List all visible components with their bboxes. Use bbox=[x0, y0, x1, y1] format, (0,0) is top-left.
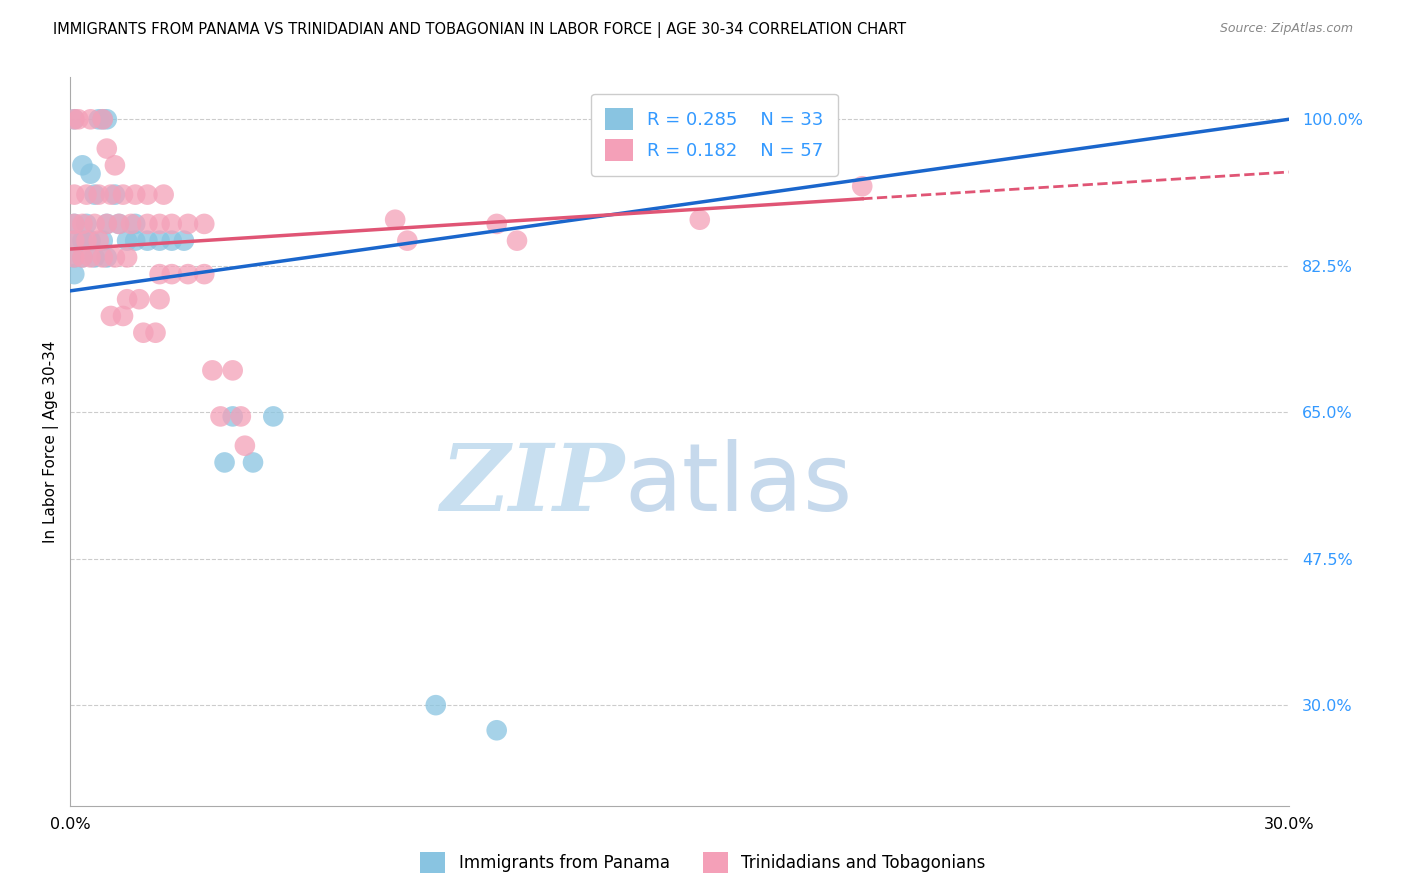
Point bbox=[384, 212, 406, 227]
Point bbox=[104, 187, 127, 202]
Point bbox=[67, 112, 90, 127]
Point bbox=[96, 142, 118, 156]
Point bbox=[851, 179, 873, 194]
Point bbox=[149, 267, 172, 281]
Point bbox=[63, 251, 86, 265]
Point bbox=[201, 363, 224, 377]
Point bbox=[108, 217, 131, 231]
Point bbox=[63, 251, 86, 265]
Point bbox=[233, 439, 256, 453]
Point bbox=[83, 251, 105, 265]
Point bbox=[100, 187, 122, 202]
Point bbox=[83, 187, 105, 202]
Point bbox=[91, 112, 114, 127]
Point bbox=[72, 251, 94, 265]
Point bbox=[485, 723, 508, 738]
Point bbox=[63, 112, 86, 127]
Point bbox=[72, 251, 94, 265]
Point bbox=[115, 234, 138, 248]
Text: atlas: atlas bbox=[624, 439, 853, 532]
Point bbox=[63, 217, 86, 231]
Point bbox=[506, 234, 529, 248]
Point bbox=[100, 309, 122, 323]
Point bbox=[128, 292, 150, 306]
Point bbox=[160, 234, 183, 248]
Text: IMMIGRANTS FROM PANAMA VS TRINIDADIAN AND TOBAGONIAN IN LABOR FORCE | AGE 30-34 : IMMIGRANTS FROM PANAMA VS TRINIDADIAN AN… bbox=[53, 22, 907, 38]
Point bbox=[136, 234, 159, 248]
Point bbox=[136, 217, 159, 231]
Point bbox=[193, 267, 215, 281]
Point bbox=[87, 234, 110, 248]
Point bbox=[221, 363, 243, 377]
Point bbox=[115, 292, 138, 306]
Point bbox=[152, 187, 174, 202]
Text: Source: ZipAtlas.com: Source: ZipAtlas.com bbox=[1219, 22, 1353, 36]
Point bbox=[193, 217, 215, 231]
Point bbox=[63, 234, 86, 248]
Point bbox=[76, 234, 98, 248]
Point bbox=[115, 251, 138, 265]
Point bbox=[79, 234, 101, 248]
Point bbox=[262, 409, 284, 424]
Point bbox=[96, 217, 118, 231]
Point bbox=[96, 251, 118, 265]
Point bbox=[91, 112, 114, 127]
Point bbox=[79, 167, 101, 181]
Point bbox=[485, 217, 508, 231]
Legend: Immigrants from Panama, Trinidadians and Tobagonians: Immigrants from Panama, Trinidadians and… bbox=[413, 846, 993, 880]
Point bbox=[91, 234, 114, 248]
Point bbox=[112, 309, 135, 323]
Point bbox=[124, 217, 146, 231]
Point bbox=[79, 112, 101, 127]
Point bbox=[108, 217, 131, 231]
Point bbox=[83, 217, 105, 231]
Point bbox=[79, 251, 101, 265]
Point bbox=[214, 455, 236, 469]
Point bbox=[72, 217, 94, 231]
Point bbox=[63, 217, 86, 231]
Point bbox=[91, 251, 114, 265]
Point bbox=[87, 187, 110, 202]
Point bbox=[177, 217, 200, 231]
Point bbox=[112, 187, 135, 202]
Point bbox=[72, 234, 94, 248]
Point bbox=[96, 217, 118, 231]
Point bbox=[87, 112, 110, 127]
Point bbox=[120, 217, 142, 231]
Point bbox=[76, 187, 98, 202]
Point bbox=[149, 292, 172, 306]
Point bbox=[177, 267, 200, 281]
Point bbox=[689, 212, 711, 227]
Point bbox=[425, 698, 447, 713]
Point bbox=[124, 187, 146, 202]
Point bbox=[221, 409, 243, 424]
Point bbox=[160, 267, 183, 281]
Point bbox=[136, 187, 159, 202]
Point bbox=[396, 234, 419, 248]
Point bbox=[145, 326, 167, 340]
Point bbox=[104, 251, 127, 265]
Point bbox=[242, 455, 264, 469]
Point bbox=[96, 112, 118, 127]
Point bbox=[104, 158, 127, 172]
Point bbox=[160, 217, 183, 231]
Point bbox=[173, 234, 195, 248]
Point bbox=[63, 267, 86, 281]
Point bbox=[72, 158, 94, 172]
Point bbox=[132, 326, 155, 340]
Point bbox=[149, 234, 172, 248]
Y-axis label: In Labor Force | Age 30-34: In Labor Force | Age 30-34 bbox=[44, 340, 59, 542]
Point bbox=[124, 234, 146, 248]
Text: ZIP: ZIP bbox=[440, 441, 624, 530]
Point bbox=[63, 112, 86, 127]
Point bbox=[209, 409, 232, 424]
Point bbox=[76, 217, 98, 231]
Point bbox=[63, 234, 86, 248]
Point bbox=[229, 409, 252, 424]
Legend: R = 0.285    N = 33, R = 0.182    N = 57: R = 0.285 N = 33, R = 0.182 N = 57 bbox=[591, 94, 838, 176]
Point bbox=[149, 217, 172, 231]
Point bbox=[63, 187, 86, 202]
